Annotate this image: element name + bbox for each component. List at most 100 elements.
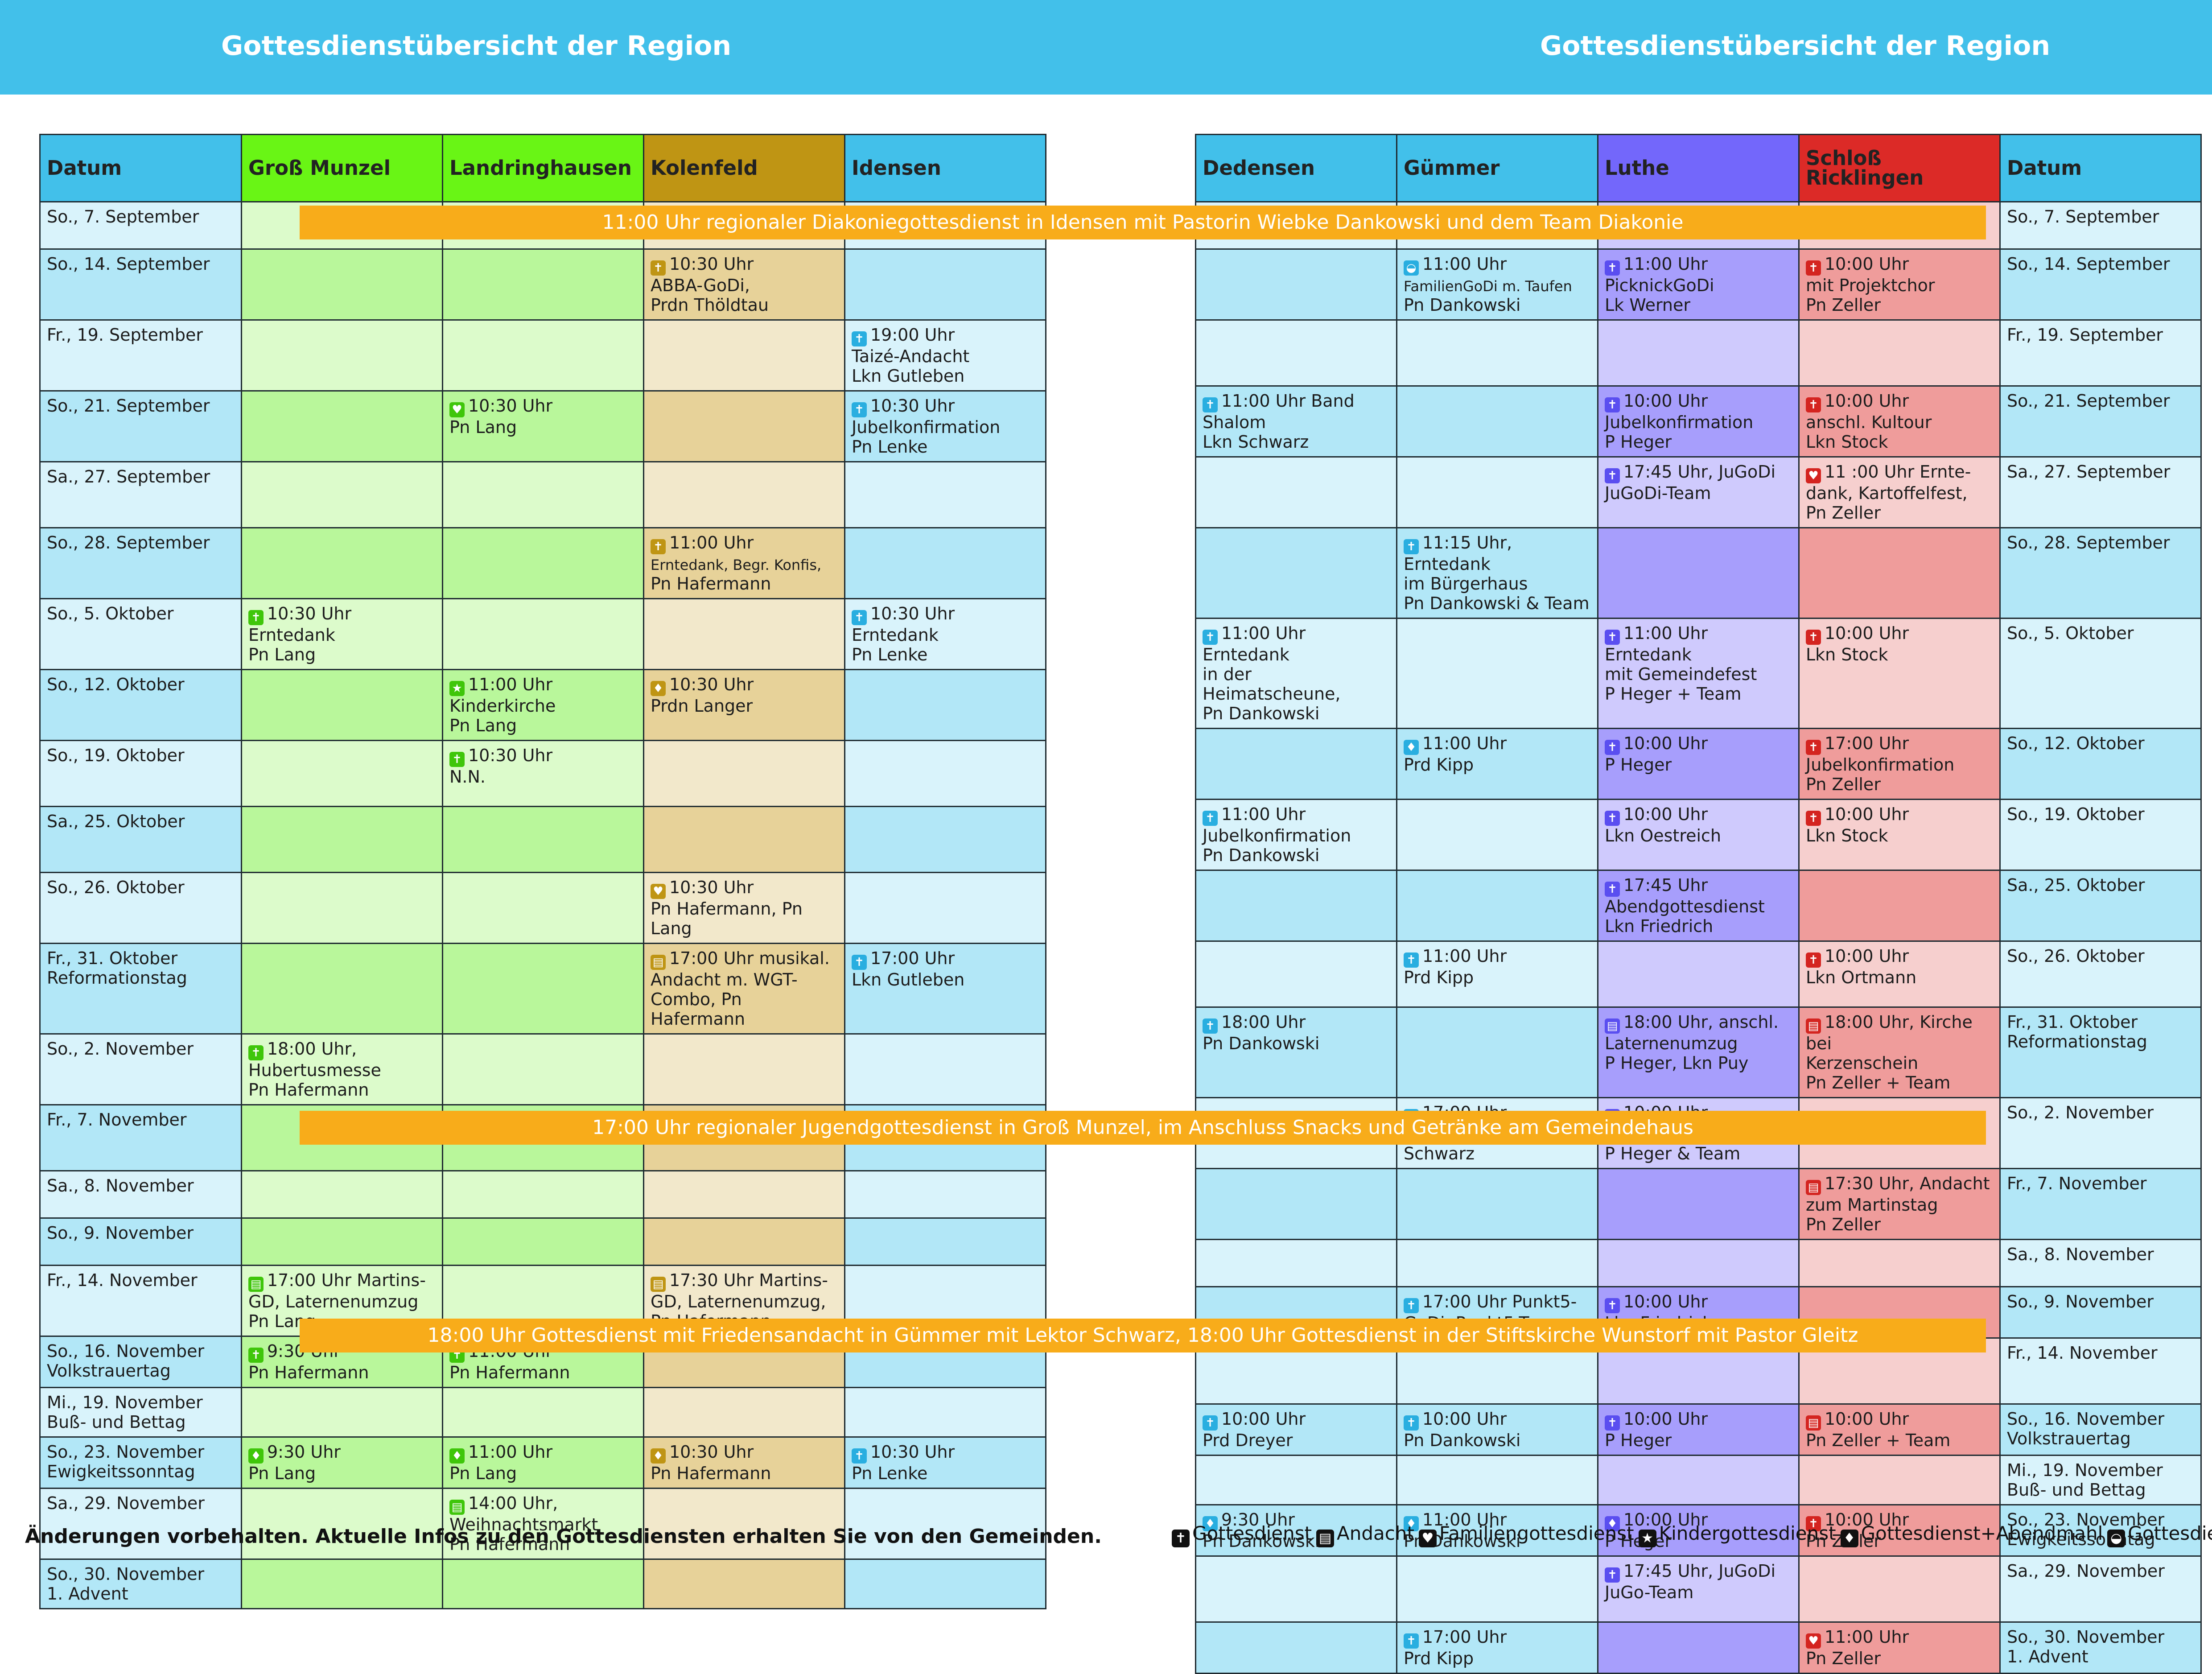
date-label: So., 19. Oktober — [47, 746, 185, 765]
service-time: 11:00 Uhr — [468, 675, 553, 694]
service-detail: Lk Werner — [1605, 295, 1691, 315]
table-row: Mi., 19. November Buß- und Bettag — [1195, 1455, 2202, 1505]
service-detail: anschl. Kultour — [1806, 412, 1932, 432]
schedule-table-right: Dedensen Gümmer Luthe Schloß Ricklingen … — [1195, 134, 2202, 1674]
service-detail: Pn Lang — [449, 1464, 517, 1483]
gottesdienst-icon: ✝ — [1806, 1516, 1821, 1531]
table-row: Fr., 31. Oktober Reformationstag ▤ 17:00 Uh… — [39, 943, 1046, 1035]
gottesdienst-icon: ✝ — [1605, 397, 1620, 412]
service-detail: Abendgottesdienst — [1605, 897, 1765, 916]
date-label: So., 2. November — [47, 1039, 194, 1059]
regional-service-banner: 17:00 Uhr regionaler Jugendgottesdienst … — [300, 1111, 1986, 1145]
table-row: So., 26. Oktober ♥ 10:30 Uhr Pn Hafermann, … — [39, 872, 1046, 944]
service-cell-la — [442, 1170, 644, 1219]
gottesdienst-icon: ✝ — [1203, 811, 1218, 826]
service-cell-gm — [241, 461, 443, 528]
service-cell-la — [442, 872, 644, 944]
date-cell: Sa., 27. September — [39, 461, 242, 528]
gottesdienst-icon: ✝ — [852, 1448, 867, 1464]
service-cell-gm — [241, 1170, 443, 1219]
service-detail: P Heger — [1605, 1531, 1672, 1551]
service-cell-gm — [241, 806, 443, 873]
table-row: ✝ 17:45 Uhr, JuGoDi JuGoDi-Team ♥ 11 :00 Uhr… — [1195, 456, 2202, 528]
service-cell-de: ✝ 11:00 Uhr Jubelkonfirmation Pn Dankowski — [1195, 799, 1397, 871]
date-cell: Mi., 19. November Buß- und Bettag — [1999, 1455, 2202, 1505]
legend-label: Familiengottesdienst — [1439, 1522, 1634, 1544]
abendmahl-icon: ♦ — [449, 1448, 465, 1464]
service-cell-sr: ♥ 11 :00 Uhr Ernte-dank, Kartoffelfest, Pn… — [1798, 456, 2001, 528]
service-detail: Pn Hafermann — [248, 1080, 369, 1100]
date-label: Sa., 8. November — [47, 1176, 194, 1196]
table-row: So., 23. November Ewigkeitssonntag ♦ 9:30 U… — [39, 1436, 1046, 1489]
service-detail: P Heger & Team — [1605, 1144, 1741, 1163]
service-detail: mit Projektchor — [1806, 276, 1935, 295]
service-cell-gu: ✝ 17:00 Uhr Prd Kipp — [1396, 1621, 1598, 1674]
table-row: Mi., 19. November Buß- und Bettag — [39, 1387, 1046, 1438]
abendmahl-icon: ♦ — [1404, 740, 1419, 755]
service-cell-sr: ♥ 11:00 Uhr Pn Zeller — [1798, 1621, 2001, 1674]
service-detail: Lkn Gutleben — [852, 366, 965, 386]
service-detail: Kinderkirche — [449, 696, 556, 716]
table-row: So., 14. September ✝ 10:30 Uhr ABBA-GoDi, Pr… — [39, 248, 1046, 321]
date-cell: Fr., 7. November — [1999, 1168, 2202, 1240]
service-detail: Prd Kipp — [1404, 968, 1474, 987]
service-detail: Pn Hafermann — [651, 574, 771, 594]
table-row: Fr., 19. September ✝ 19:00 Uhr Taizé-Andach… — [39, 319, 1046, 392]
service-detail: PicknickGoDi — [1605, 276, 1714, 295]
service-cell-gu — [1396, 1168, 1598, 1240]
gottesdienst-icon: ✝ — [1404, 1298, 1419, 1313]
date-label: Sa., 27. September — [47, 467, 210, 487]
service-detail: Pn Lang — [248, 1464, 316, 1483]
service-time: 10:30 Uhr — [669, 1442, 754, 1462]
service-cell-sr: ▤ 18:00 Uhr, Kirche bei Kerzenschein Pn Zel… — [1798, 1006, 2001, 1098]
service-cell-id — [844, 1170, 1046, 1219]
table-row: Sa., 8. November — [1195, 1239, 2202, 1287]
date-occasion: Reformationstag — [2007, 1032, 2147, 1051]
service-time: 11:00 Uhr — [1825, 1627, 1909, 1647]
date-label: So., 14. September — [2007, 254, 2170, 274]
column-header-idensen: Idensen — [844, 134, 1046, 202]
service-cell-id — [844, 872, 1046, 944]
date-label: Mi., 19. November — [2007, 1460, 2163, 1480]
schedule-table-left: Datum Groß Munzel Landringhausen Kolenfe… — [39, 134, 1046, 1609]
service-time: 10:30 Uhr Erntedank — [852, 604, 955, 645]
date-label: So., 14. September — [47, 254, 210, 274]
gottesdienst-icon: ✝ — [248, 1348, 264, 1363]
service-detail: Pn Lang — [248, 645, 316, 664]
service-cell-id — [844, 527, 1046, 599]
service-cell-lu: ✝ 10:00 Uhr P Heger — [1597, 728, 1800, 800]
date-cell: Fr., 19. September — [39, 319, 242, 392]
date-label: Mi., 19. November — [47, 1393, 203, 1412]
service-cell-gm — [241, 319, 443, 392]
service-cell-lu — [1597, 319, 1800, 387]
table-row: Sa., 25. Oktober — [39, 806, 1046, 873]
date-occasion: 1. Advent — [47, 1584, 128, 1604]
service-detail: ABBA-GoDi, — [651, 276, 750, 295]
gottesdienst-icon: ✝ — [1605, 1298, 1620, 1313]
gottesdienst-icon: ✝ — [1404, 1633, 1419, 1649]
service-time: 11:15 Uhr, Erntedank — [1404, 533, 1512, 574]
date-label: So., 5. Oktober — [47, 604, 174, 623]
service-cell-lu: ✝ 10:00 Uhr Jubelkonfirmation P Heger — [1597, 385, 1800, 458]
service-cell-la — [442, 598, 644, 670]
service-detail: Pn Dankowski — [1404, 295, 1521, 315]
service-time: 9:30 Uhr — [1221, 1510, 1295, 1530]
date-label: So., 19. Oktober — [2007, 804, 2145, 824]
abendmahl-icon: ♦ — [1203, 1516, 1218, 1531]
service-cell-gu: ◒ 11:00 Uhr FamilienGoDi m. Taufen Pn Danko… — [1396, 248, 1598, 321]
service-cell-ko — [643, 319, 845, 392]
service-time: 10:00 Uhr — [1623, 734, 1708, 753]
service-time: 10:30 Uhr — [267, 604, 352, 623]
service-detail: Shalom — [1203, 412, 1266, 432]
date-cell: Fr., 19. September — [1999, 319, 2202, 387]
service-detail: GD, Laternenumzug, — [651, 1292, 826, 1311]
service-detail: Pn Lenke — [852, 437, 928, 457]
date-label: Fr., 7. November — [2007, 1174, 2147, 1193]
legend-item: ✝ Gottesdienst — [1172, 1522, 1312, 1547]
service-time: 10:00 Uhr — [1623, 804, 1708, 824]
service-detail: Lkn Gutleben — [852, 970, 965, 990]
service-cell-de — [1195, 456, 1397, 528]
service-cell-gm — [241, 872, 443, 944]
service-time: 11 :00 Uhr Ernte- — [1825, 462, 1971, 482]
gottesdienst-icon: ✝ — [1806, 260, 1821, 276]
